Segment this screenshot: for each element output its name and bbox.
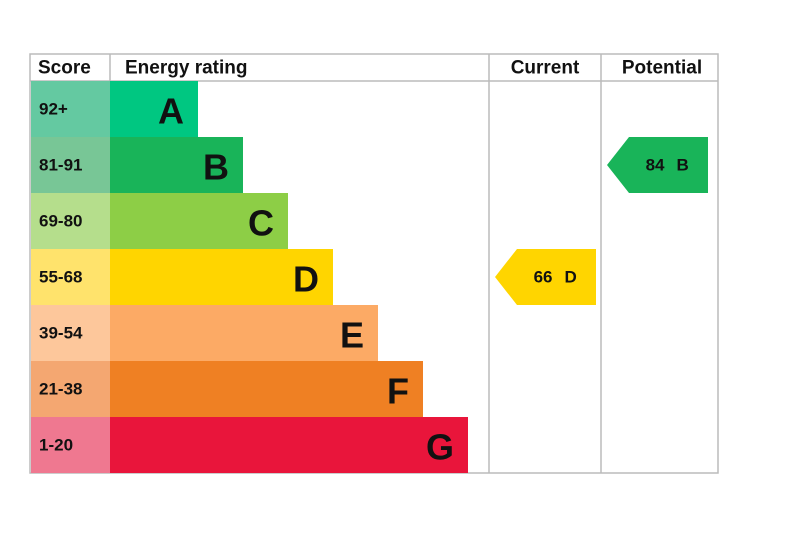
header-score: Score <box>38 58 91 79</box>
band-bar <box>110 193 288 249</box>
current-value: 66 <box>534 268 553 287</box>
score-cell <box>31 249 110 305</box>
current-letter: D <box>565 268 577 287</box>
header-rating: Energy rating <box>125 58 247 79</box>
potential-value: 84 <box>646 156 665 175</box>
potential-letter: B <box>677 156 689 175</box>
potential-arrow <box>607 137 708 193</box>
band-letter: G <box>426 427 454 468</box>
score-label: 55-68 <box>39 268 82 287</box>
band-bar <box>110 81 198 137</box>
band-letter: A <box>158 91 184 132</box>
band-letter: F <box>387 371 409 412</box>
score-label: 92+ <box>39 100 68 119</box>
header-current: Current <box>511 58 580 79</box>
score-label: 39-54 <box>39 324 83 343</box>
band-bar <box>110 417 468 473</box>
score-label: 21-38 <box>39 380 82 399</box>
band-bar <box>110 305 378 361</box>
score-cell <box>31 361 110 417</box>
band-letter: E <box>340 315 364 356</box>
current-arrow <box>495 249 596 305</box>
band-bar <box>110 361 423 417</box>
band-letter: C <box>248 203 274 244</box>
band-bar <box>110 249 333 305</box>
score-label: 1-20 <box>39 436 73 455</box>
band-letter: D <box>293 259 319 300</box>
score-cell <box>31 417 110 473</box>
score-label: 81-91 <box>39 156 82 175</box>
band-letter: B <box>203 147 229 188</box>
score-cell <box>31 193 110 249</box>
score-cell <box>31 305 110 361</box>
band-bar <box>110 137 243 193</box>
score-label: 69-80 <box>39 212 82 231</box>
score-cell <box>31 81 110 137</box>
header-potential: Potential <box>622 58 702 79</box>
score-cell <box>31 137 110 193</box>
